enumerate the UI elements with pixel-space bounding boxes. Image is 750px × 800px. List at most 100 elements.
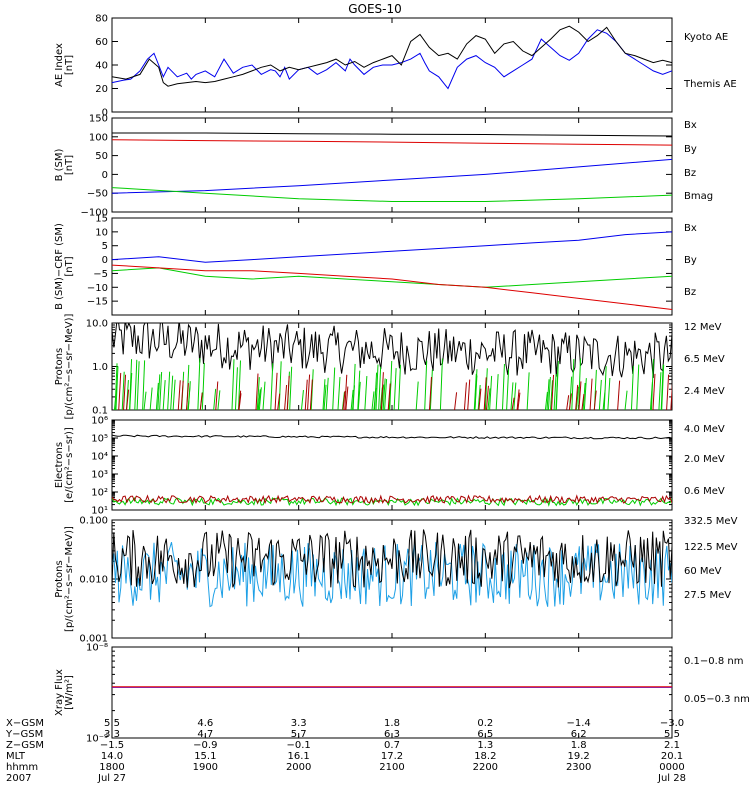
y-axis-label: [e/(cm²−s−sr)] (64, 427, 75, 503)
series-12-mev-spike (652, 373, 656, 410)
footer-cell: −3.0 (660, 718, 684, 729)
series-12-mev-spike (277, 393, 281, 410)
series-kyoto-ae-line (112, 29, 672, 90)
series-6-5-mev-spike (553, 373, 557, 410)
series-6-5-mev-spike (501, 363, 505, 410)
series-6-5-mev-spike (322, 379, 326, 410)
footer-cell: Jul 27 (97, 773, 126, 784)
y-axis-label: [nT] (64, 155, 75, 175)
footer-cell: 1.8 (571, 740, 587, 751)
series-12-mev-spike (670, 383, 672, 410)
series-6-5-mev-spike (506, 368, 510, 410)
series-6-5-mev-spike (549, 380, 553, 410)
y-axis-label: B (SM)−CRF (SM) (54, 223, 65, 310)
panel-4: 0.1 1.0 10.0 Protons [p/(cm²−s−sr−MeV)] 12 Me… (54, 313, 725, 419)
legend-entry: 12 MeV (684, 322, 722, 333)
footer-cell: 2100 (379, 762, 404, 773)
footer-cell: 3.3 (291, 718, 307, 729)
series-12-mev-spike (118, 372, 122, 410)
panel-7: 10⁻⁹ 10⁻⁸ Xray Flux [W/m²] 0.1−0.8 nm 0.05−0.… (54, 643, 750, 745)
series-6-5-mev-spike (350, 389, 354, 410)
footer-cell: 3.3 (104, 729, 120, 740)
series-12-mev-spike (467, 379, 471, 410)
footer-cell: 20.1 (661, 751, 683, 762)
series-6-5-mev-spike (607, 377, 611, 410)
y-tick-label: 60 (95, 37, 108, 48)
series-12-mev-spike (566, 395, 570, 410)
legend-entry: Bx (684, 223, 697, 234)
footer-cell: 18.2 (474, 751, 496, 762)
legend-entry: Bmag (684, 191, 713, 202)
series-by-line (112, 187, 672, 202)
legend-entry: Bz (684, 168, 696, 179)
footer-cell: 5.5 (104, 718, 120, 729)
series-4-0-mev-line (112, 494, 672, 505)
y-tick-label: 10⁴ (91, 452, 108, 463)
footer-cell: 15.1 (194, 751, 216, 762)
series-12-mev-spike (380, 372, 384, 410)
series-12-mev-spike (238, 390, 242, 410)
legend-entry: By (684, 144, 697, 155)
legend-entry: Bz (684, 287, 696, 298)
y-tick-label: 10⁶ (91, 416, 108, 427)
legend-entry: 0.1−0.8 nm (684, 656, 743, 667)
series-6-5-mev-spike (162, 380, 166, 410)
series-6-5-mev-spike (598, 379, 602, 410)
footer-cell: 4.7 (197, 729, 213, 740)
footer-cell: 2.1 (664, 740, 680, 751)
y-axis-label: AE Index (54, 43, 65, 87)
legend-entry: 0.05−0.3 nm (684, 694, 750, 705)
legend-entry: 6.5 MeV (684, 354, 725, 365)
series-themis-ae-line (112, 25, 672, 87)
y-tick-label: −50 (87, 189, 108, 200)
y-tick-label: 0.001 (79, 634, 108, 645)
series-6-5-mev-spike (429, 369, 433, 410)
y-axis-label: Protons (54, 348, 65, 385)
series-6-5-mev-spike (474, 375, 478, 410)
footer-cell: 0000 (659, 762, 684, 773)
footer-row-label: MLT (6, 751, 26, 762)
series-6-5-mev-spike (167, 371, 171, 410)
y-tick-label: 15 (95, 214, 108, 225)
series-6-5-mev-spike (197, 357, 201, 410)
legend-entry: 27.5 MeV (684, 590, 731, 601)
series-12-mev-spike (177, 380, 181, 410)
y-tick-label: 10 (95, 227, 108, 238)
series-12-mev-spike (478, 388, 482, 410)
footer-cell: 5.5 (664, 729, 680, 740)
series-0-6-mev-line (112, 434, 672, 440)
y-tick-label: −100 (81, 208, 108, 219)
y-tick-label: 10.0 (86, 319, 108, 330)
series-12-mev-spike (551, 374, 555, 410)
footer-cell: 1900 (193, 762, 218, 773)
series-12-mev-spike (274, 372, 278, 410)
panel-5: 10¹ 10² 10³ 10⁴ 10⁵ 10⁶ Electrons [e/(cm²−s−sr)… (54, 416, 725, 517)
footer-cell: 16.1 (288, 751, 310, 762)
y-tick-label: 0.1 (92, 406, 108, 417)
footer-row-label: Z−GSM (6, 740, 44, 751)
y-tick-label: 80 (95, 14, 108, 25)
series-6-5-mev-spike (278, 361, 282, 410)
series-12-mev-spike (387, 383, 391, 410)
y-tick-label: 0 (102, 255, 108, 266)
series-6-5-mev-spike (397, 364, 401, 410)
y-tick-label: 0.010 (79, 575, 108, 586)
series-6-5-mev-spike (602, 389, 606, 410)
footer-cell: 6.2 (571, 729, 587, 740)
y-tick-label: 0.100 (79, 516, 108, 527)
series-6-5-mev-spike (217, 390, 221, 410)
series-6-5-mev-spike (555, 360, 559, 410)
series-6-5-mev-spike (129, 359, 133, 410)
series-6-5-mev-spike (364, 376, 368, 410)
panel-frame (111, 217, 673, 316)
footer-cell: 1.8 (384, 718, 400, 729)
series-6-5-mev-spike (155, 382, 159, 410)
y-tick-label: 10³ (91, 470, 108, 481)
series-6-5-mev-spike (256, 377, 260, 410)
y-tick-label: −15 (87, 297, 108, 308)
series-6-5-mev-spike (234, 367, 238, 410)
series-6-5-mev-spike (258, 387, 262, 410)
series-6-5-mev-spike (114, 363, 118, 410)
series-6-5-mev-spike (357, 381, 361, 410)
